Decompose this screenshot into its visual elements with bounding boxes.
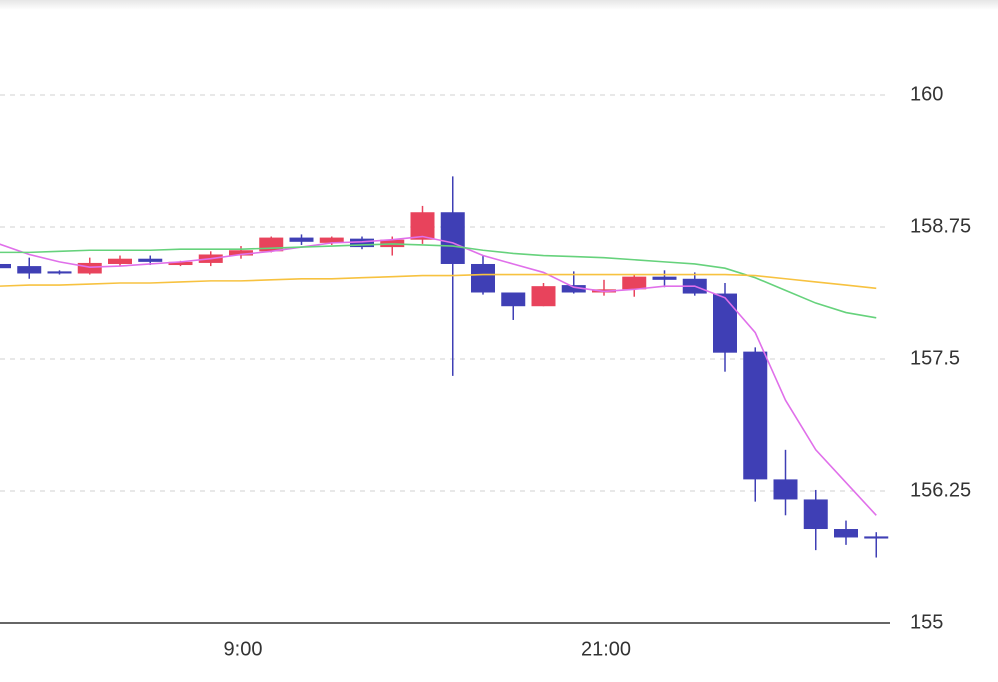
candle-body bbox=[138, 258, 163, 262]
candle-body bbox=[773, 479, 798, 500]
candle-body bbox=[17, 266, 42, 274]
moving-average-line bbox=[0, 235, 877, 516]
x-tick-label: 9:00 bbox=[224, 638, 263, 660]
candle-body bbox=[864, 536, 889, 539]
candle-body bbox=[652, 276, 677, 280]
candle-body bbox=[561, 285, 586, 293]
candle-body bbox=[229, 250, 253, 256]
y-tick-label: 160 bbox=[910, 83, 943, 105]
candle-body bbox=[259, 237, 284, 252]
candle-body bbox=[289, 237, 314, 242]
candle-body bbox=[531, 286, 556, 307]
candle-body bbox=[743, 351, 768, 480]
candle-body bbox=[168, 261, 193, 266]
candle-body bbox=[501, 292, 526, 307]
moving-average-line bbox=[0, 273, 877, 290]
candle-body bbox=[410, 212, 435, 240]
y-tick-label: 157.5 bbox=[910, 347, 960, 369]
moving-average-line bbox=[0, 243, 877, 319]
candle-body bbox=[622, 276, 647, 290]
candle-body bbox=[440, 212, 465, 264]
y-tick-label: 158.75 bbox=[910, 215, 971, 237]
candle-body bbox=[350, 238, 374, 248]
header-shadow bbox=[0, 0, 998, 10]
candle-body bbox=[319, 237, 344, 243]
y-tick-label: 155 bbox=[910, 611, 943, 633]
candle-body bbox=[108, 258, 132, 264]
y-tick-label: 156.25 bbox=[910, 479, 971, 501]
candle-body bbox=[834, 529, 858, 538]
candle-body bbox=[47, 271, 72, 274]
x-tick-label: 21:00 bbox=[581, 638, 631, 660]
candle-body bbox=[77, 262, 102, 274]
candle-body bbox=[0, 263, 11, 269]
candle-body bbox=[803, 499, 828, 530]
candle-body bbox=[713, 293, 737, 353]
candle-body bbox=[471, 263, 495, 293]
